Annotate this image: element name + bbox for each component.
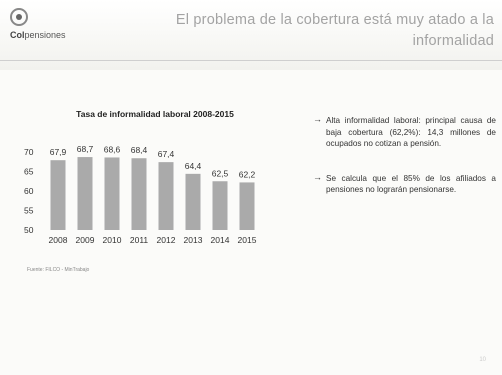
category-label: 2011 bbox=[130, 235, 149, 245]
logo-text-rest: pensiones bbox=[24, 30, 66, 40]
logo-mark-icon bbox=[10, 8, 28, 26]
value-label: 68,7 bbox=[77, 144, 94, 154]
page-number: 10 bbox=[479, 357, 486, 363]
bar bbox=[185, 173, 201, 230]
bullet-item: → Alta informalidad laboral: principal c… bbox=[313, 114, 496, 150]
bar bbox=[239, 182, 255, 230]
category-label: 2014 bbox=[211, 235, 230, 245]
header-divider bbox=[0, 60, 502, 61]
value-label: 67,9 bbox=[50, 147, 67, 157]
bar bbox=[131, 158, 147, 230]
arrow-icon: → bbox=[313, 114, 322, 124]
header-band bbox=[0, 0, 502, 70]
value-label: 62,2 bbox=[239, 169, 256, 179]
value-label: 64,4 bbox=[185, 161, 202, 171]
category-label: 2008 bbox=[49, 235, 68, 245]
bar bbox=[50, 160, 66, 230]
bar bbox=[77, 157, 93, 230]
colpensiones-logo: Colpensiones bbox=[6, 8, 116, 48]
value-label: 62,5 bbox=[212, 168, 229, 178]
y-tick-label: 50 bbox=[24, 225, 34, 235]
category-labels: 2008 2009 2010 2011 2012 2013 2014 2015 bbox=[49, 235, 257, 245]
category-label: 2015 bbox=[238, 235, 257, 245]
category-label: 2009 bbox=[76, 235, 95, 245]
value-label: 68,6 bbox=[104, 144, 121, 154]
chart-source: Fuente: FILCO - MinTrabajo bbox=[27, 267, 90, 273]
y-tick-label: 60 bbox=[24, 186, 34, 196]
category-label: 2010 bbox=[103, 235, 122, 245]
value-label: 68,4 bbox=[131, 145, 148, 155]
chart-title: Tasa de informalidad laboral 2008-2015 bbox=[76, 109, 234, 119]
bullet-text: Alta informalidad laboral: principal cau… bbox=[326, 116, 496, 148]
arrow-icon: → bbox=[313, 171, 322, 182]
informality-chart: Tasa de informalidad laboral 2008-2015 7… bbox=[24, 109, 257, 245]
bullet-text: Se calcula que el 85% de los afiliados a… bbox=[326, 173, 496, 195]
category-label: 2012 bbox=[157, 235, 176, 245]
slide-title: El problema de la cobertura está muy ata… bbox=[175, 12, 494, 49]
bullet-list: → Alta informalidad laboral: principal c… bbox=[313, 114, 496, 219]
bar bbox=[158, 162, 174, 230]
value-labels: 67,9 68,7 68,6 68,4 67,4 64,4 62,5 62,2 bbox=[50, 144, 256, 179]
logo-text-bold: Col bbox=[10, 30, 25, 40]
bar bbox=[104, 157, 120, 230]
y-tick-label: 55 bbox=[24, 206, 34, 216]
category-label: 2013 bbox=[184, 235, 203, 245]
y-tick-label: 70 bbox=[24, 147, 34, 157]
y-tick-label: 65 bbox=[24, 167, 34, 177]
y-axis-ticks: 70 65 60 55 50 bbox=[24, 147, 34, 235]
value-label: 67,4 bbox=[158, 149, 175, 159]
bars bbox=[50, 157, 255, 230]
bar bbox=[212, 181, 228, 230]
logo-text: Colpensiones bbox=[10, 30, 66, 40]
bullet-item: → Se calcula que el 85% de los afiliados… bbox=[313, 171, 496, 196]
